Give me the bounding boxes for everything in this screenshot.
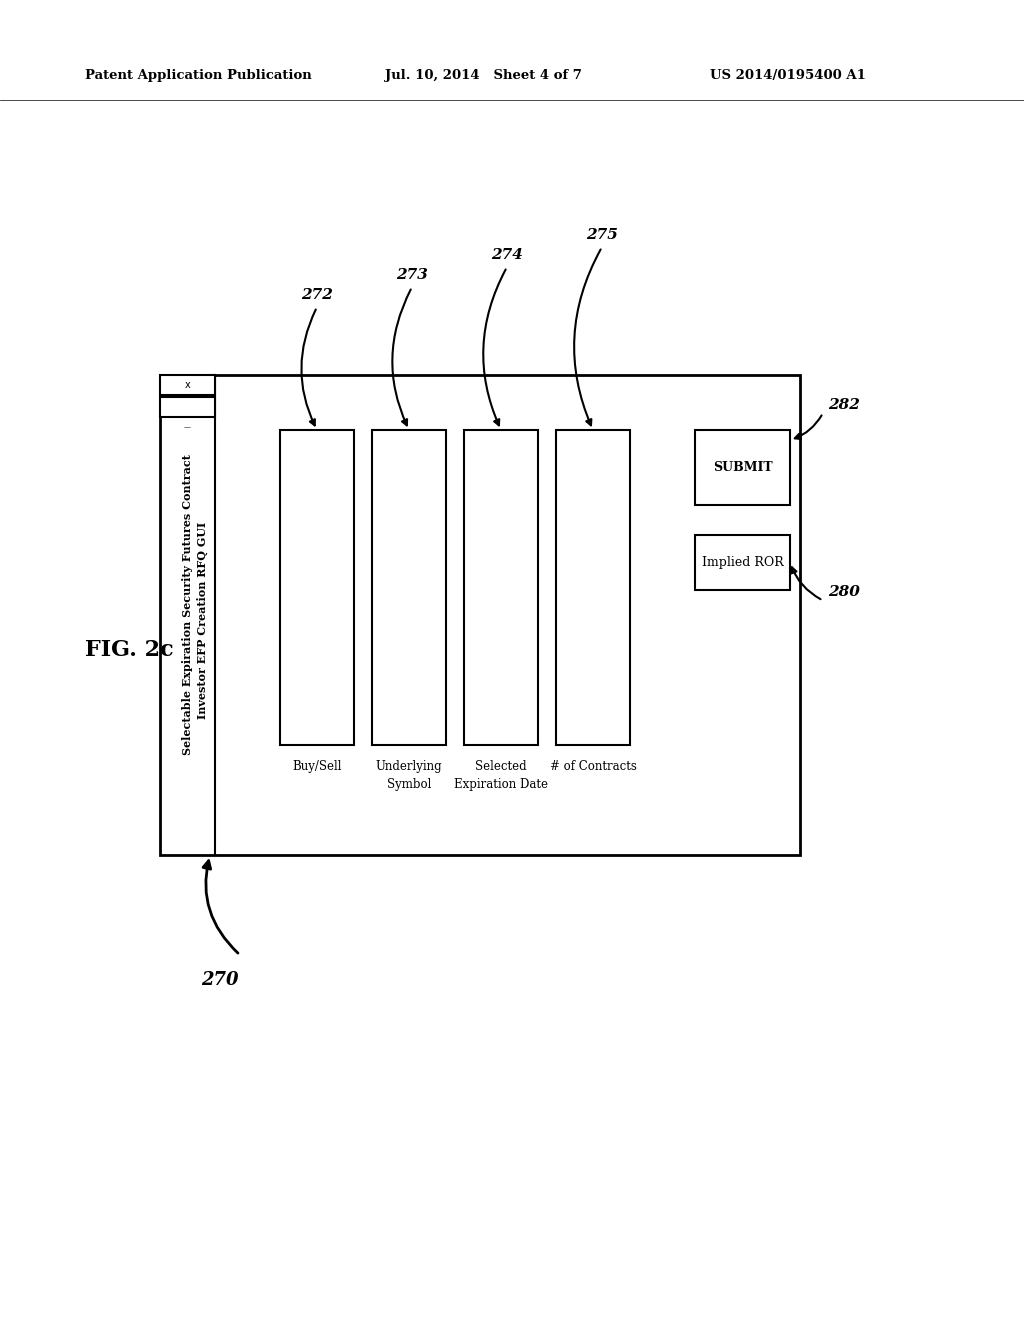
Text: SUBMIT: SUBMIT bbox=[713, 461, 772, 474]
Bar bbox=[372, 430, 446, 744]
FancyArrowPatch shape bbox=[792, 568, 820, 599]
Text: 282: 282 bbox=[828, 399, 860, 412]
Bar bbox=[695, 430, 790, 506]
Text: 272: 272 bbox=[301, 288, 333, 302]
Text: Underlying: Underlying bbox=[376, 760, 442, 774]
FancyArrowPatch shape bbox=[483, 269, 506, 425]
Text: 270: 270 bbox=[202, 972, 239, 989]
Text: Jul. 10, 2014   Sheet 4 of 7: Jul. 10, 2014 Sheet 4 of 7 bbox=[385, 69, 582, 82]
Text: Selected: Selected bbox=[475, 760, 526, 774]
Bar bbox=[556, 430, 630, 744]
Text: FIG. 2c: FIG. 2c bbox=[85, 639, 174, 661]
Text: 273: 273 bbox=[396, 268, 428, 282]
Text: 280: 280 bbox=[828, 586, 860, 599]
FancyArrowPatch shape bbox=[392, 289, 411, 425]
Text: —: — bbox=[184, 424, 191, 430]
Text: Selectable Expiration Security Futures Contract: Selectable Expiration Security Futures C… bbox=[182, 454, 193, 755]
Text: Symbol: Symbol bbox=[387, 777, 431, 791]
Bar bbox=[160, 375, 800, 855]
FancyArrowPatch shape bbox=[795, 416, 821, 440]
Bar bbox=[280, 430, 354, 744]
Text: Expiration Date: Expiration Date bbox=[454, 777, 548, 791]
Text: US 2014/0195400 A1: US 2014/0195400 A1 bbox=[710, 69, 866, 82]
Text: Investor EFP Creation RFQ GUI: Investor EFP Creation RFQ GUI bbox=[197, 521, 208, 718]
FancyArrowPatch shape bbox=[574, 249, 601, 425]
Bar bbox=[695, 535, 790, 590]
Text: # of Contracts: # of Contracts bbox=[550, 760, 637, 774]
Bar bbox=[464, 430, 538, 744]
Bar bbox=[160, 375, 215, 395]
Text: 275: 275 bbox=[586, 228, 617, 242]
Bar bbox=[160, 397, 215, 417]
Text: Buy/Sell: Buy/Sell bbox=[292, 760, 342, 774]
FancyArrowPatch shape bbox=[203, 861, 238, 953]
Text: x: x bbox=[184, 380, 190, 389]
Text: Implied ROR: Implied ROR bbox=[701, 556, 783, 569]
Text: Patent Application Publication: Patent Application Publication bbox=[85, 69, 311, 82]
FancyArrowPatch shape bbox=[301, 309, 315, 425]
Text: 274: 274 bbox=[492, 248, 523, 261]
